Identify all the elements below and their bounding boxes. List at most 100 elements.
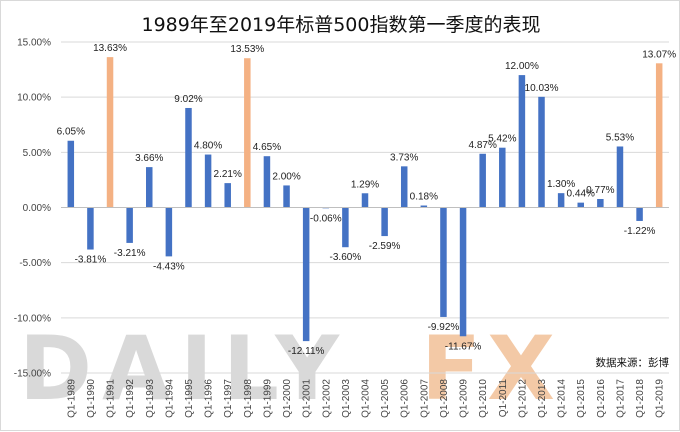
x-tick-label: Q1-2007 — [419, 379, 430, 418]
bar — [126, 207, 133, 243]
data-label: -0.06% — [310, 214, 342, 225]
bar — [381, 207, 388, 237]
x-tick-label: Q1-1995 — [184, 379, 195, 418]
x-tick-label: Q1-2000 — [282, 379, 293, 418]
x-tick-label: Q1-2006 — [400, 379, 411, 418]
data-label: 4.80% — [194, 141, 222, 152]
x-tick-label: Q1-2001 — [302, 379, 313, 418]
x-tick-label: Q1-2012 — [517, 379, 528, 418]
data-label: 13.63% — [93, 43, 127, 54]
x-tick-label: Q1-1991 — [106, 379, 117, 418]
x-tick-label: Q1-2003 — [341, 379, 352, 418]
data-label: 0.77% — [586, 185, 614, 196]
x-tick-label: Q1-2011 — [498, 379, 509, 418]
x-tick-label: Q1-2013 — [537, 379, 548, 418]
bar — [440, 207, 447, 317]
data-label: -11.67% — [445, 341, 482, 352]
bar — [342, 207, 349, 248]
x-tick-label: Q1-2014 — [557, 379, 568, 418]
bar — [302, 207, 310, 342]
x-tick-label: Q1-1997 — [223, 379, 234, 418]
bar — [165, 207, 173, 257]
x-tick-label: Q1-1993 — [145, 379, 156, 418]
x-axis-ticks: Q1-1989 Q1-1990 Q1-1991 Q1-1992 Q1-1993 Q1-19… — [66, 379, 665, 418]
bar — [459, 207, 467, 337]
bar — [244, 58, 251, 208]
data-label: 13.07% — [642, 49, 676, 60]
bars — [67, 57, 663, 342]
watermark-daily: DAILY — [19, 317, 349, 420]
bar — [67, 140, 75, 208]
bar — [263, 156, 271, 208]
data-label: -12.11% — [288, 346, 325, 357]
data-labels: 6.05% -3.81% 13.63% -3.21% 3.66% -4.43% 9.02% 4… — [57, 43, 677, 357]
bar — [87, 207, 94, 250]
bar — [224, 183, 231, 208]
y-tick-label: 0.00% — [23, 203, 51, 214]
x-tick-label: Q1-1994 — [164, 379, 175, 418]
x-tick-label: Q1-2002 — [321, 379, 332, 418]
data-label: 2.21% — [214, 169, 242, 180]
data-label: 10.03% — [525, 83, 559, 94]
x-tick-label: Q1-1999 — [262, 379, 273, 418]
bar — [597, 199, 604, 208]
bar — [106, 57, 114, 208]
chart-title: 1989年至2019年标普500指数第一季度的表现 — [142, 14, 541, 36]
bar — [577, 202, 584, 208]
bar — [538, 96, 545, 208]
data-label: -4.43% — [153, 261, 185, 272]
x-tick-label: Q1-1990 — [86, 379, 97, 418]
x-tick-label: Q1-2016 — [596, 379, 607, 418]
bar — [146, 167, 153, 208]
data-label: -2.59% — [369, 241, 401, 252]
y-tick-label: 15.00% — [17, 38, 51, 49]
bar — [655, 63, 663, 208]
x-tick-label: Q1-1992 — [125, 379, 136, 418]
bar — [361, 193, 369, 208]
data-label: 2.00% — [272, 171, 300, 182]
bar — [616, 146, 624, 208]
x-tick-label: Q1-1998 — [243, 379, 254, 418]
bar — [557, 193, 565, 208]
data-label: -3.81% — [75, 255, 107, 266]
x-tick-label: Q1-2015 — [576, 379, 587, 418]
data-label: -1.22% — [624, 226, 656, 237]
data-label: 4.87% — [468, 140, 496, 151]
x-tick-label: Q1-1989 — [66, 379, 77, 418]
data-label: 13.53% — [230, 44, 264, 55]
data-label: 0.44% — [567, 189, 595, 200]
x-tick-label: Q1-2017 — [615, 379, 626, 418]
data-label: 4.65% — [253, 142, 281, 153]
bar — [518, 75, 526, 208]
bar — [400, 166, 408, 208]
bar — [499, 147, 506, 208]
bar — [204, 154, 212, 208]
x-tick-label: Q1-2018 — [635, 379, 646, 418]
y-tick-label: -5.00% — [19, 258, 51, 269]
data-label: 12.00% — [505, 61, 539, 72]
x-tick-label: Q1-2004 — [361, 379, 372, 418]
x-tick-label: Q1-2010 — [478, 379, 489, 418]
bar — [479, 153, 486, 208]
y-tick-label: -15.00% — [14, 369, 51, 380]
x-tick-label: Q1-2005 — [380, 379, 391, 418]
data-label: -9.92% — [428, 322, 460, 333]
x-tick-label: Q1-2019 — [655, 379, 666, 418]
data-label: 1.29% — [351, 179, 379, 190]
data-label: 5.53% — [606, 132, 634, 143]
x-tick-label: Q1-1996 — [204, 379, 215, 418]
watermark: DAILY FX — [19, 317, 561, 420]
bar — [283, 185, 290, 208]
data-label: 1.30% — [547, 179, 575, 190]
data-label: 0.18% — [410, 192, 438, 203]
source-note: 数据来源：彭博 — [596, 356, 670, 369]
y-tick-label: 5.00% — [23, 148, 51, 159]
x-tick-label: Q1-2009 — [459, 379, 470, 418]
data-label: 3.73% — [390, 152, 418, 163]
data-label: -3.60% — [330, 252, 362, 263]
bar — [185, 107, 192, 208]
watermark-fx: FX — [421, 317, 561, 420]
grid-lines — [61, 41, 669, 374]
